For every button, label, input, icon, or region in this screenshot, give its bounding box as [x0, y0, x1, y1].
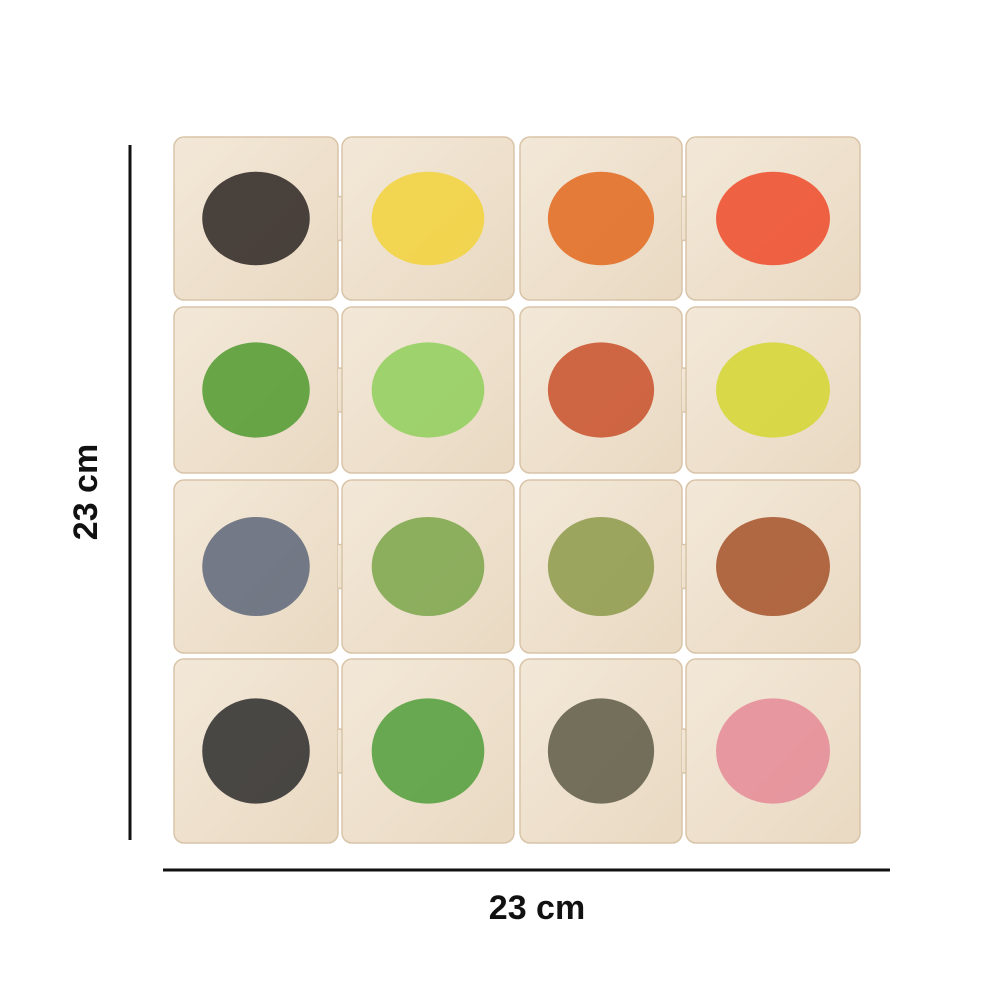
width-label: 23 cm	[489, 889, 585, 927]
tile-picture	[547, 516, 655, 617]
tile-picture	[371, 342, 485, 438]
puzzle-tiles	[173, 136, 861, 844]
tile-picture	[371, 171, 485, 266]
tile-picture	[716, 516, 830, 617]
tile-picture	[547, 171, 655, 266]
height-label: 23 cm	[67, 444, 105, 540]
tile-picture	[716, 342, 830, 438]
tile-picture	[202, 171, 310, 266]
tile-picture	[716, 171, 830, 266]
tile-picture	[547, 698, 655, 804]
tile-picture	[202, 516, 310, 617]
tile-picture	[202, 698, 310, 804]
tile-picture	[371, 516, 485, 617]
tile-picture	[371, 698, 485, 804]
tile-picture	[202, 342, 310, 438]
tile-picture	[547, 342, 655, 438]
tile-picture	[716, 698, 830, 804]
